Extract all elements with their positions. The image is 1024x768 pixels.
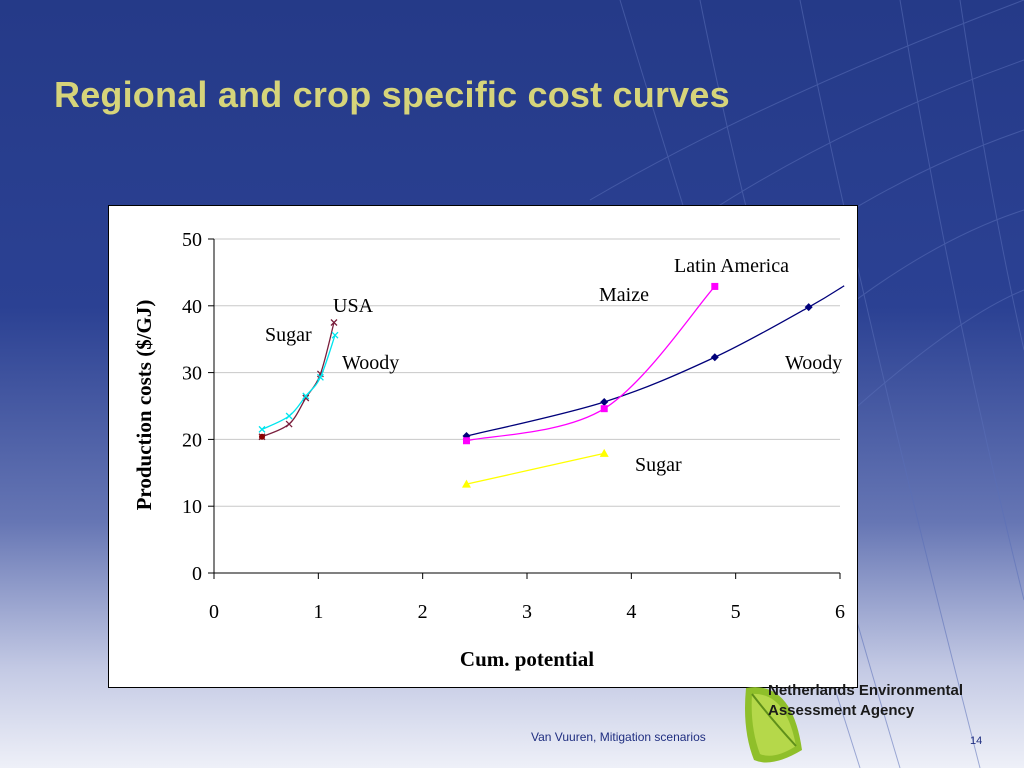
data-point-latin-america-maize xyxy=(711,282,719,290)
data-point-usa-sugar xyxy=(285,412,293,420)
series-line-latin-america-sugar xyxy=(466,452,605,485)
annotation-usa: USA xyxy=(333,295,374,317)
footer-text: Van Vuuren, Mitigation scenarios xyxy=(531,730,706,744)
y-tick-label: 0 xyxy=(192,563,202,585)
annotations: USA Sugar Woody Latin America Maize Woody Suga… xyxy=(265,255,842,476)
annotation-woody: Woody xyxy=(342,352,399,374)
data-point-latin-america-maize xyxy=(600,405,608,413)
axes xyxy=(208,238,841,579)
series-group xyxy=(258,282,845,488)
data-point-usa-origin xyxy=(258,433,265,440)
tick-labels: 0 10 20 30 40 50 0 1 2 3 4 5 6 xyxy=(182,229,845,623)
x-tick-label: 0 xyxy=(209,601,219,623)
annotation-woody: Woody xyxy=(785,352,842,374)
x-tick-label: 6 xyxy=(835,601,845,623)
data-point-latin-america-woody xyxy=(804,303,813,312)
y-tick-label: 40 xyxy=(182,296,202,318)
slide-title: Regional and crop specific cost curves xyxy=(54,74,730,115)
data-point-usa-woody xyxy=(302,394,310,402)
annotation-latin-america: Latin America xyxy=(674,255,789,277)
data-point-latin-america-sugar xyxy=(461,479,471,488)
annotation-sugar: Sugar xyxy=(635,454,682,476)
data-point-usa-sugar xyxy=(302,392,310,400)
y-tick-label: 20 xyxy=(182,429,202,451)
data-point-usa-woody xyxy=(285,420,293,428)
y-tick-label: 50 xyxy=(182,229,202,251)
x-axis-title: Cum. potential xyxy=(460,647,594,671)
x-tick-label: 5 xyxy=(731,601,741,623)
x-tick-label: 4 xyxy=(626,601,636,623)
y-tick-label: 30 xyxy=(182,363,202,385)
annotation-sugar: Sugar xyxy=(265,324,312,346)
data-point-latin-america-sugar xyxy=(599,448,609,457)
gridlines xyxy=(214,238,840,507)
agency-name-line1: Netherlands Environmental xyxy=(768,682,964,699)
series-line-usa-sugar xyxy=(261,334,336,430)
data-point-latin-america-maize xyxy=(462,437,470,445)
cost-curve-chart: 0 10 20 30 40 50 0 1 2 3 4 5 6 USA Sugar Woody Latin Am… xyxy=(132,229,845,671)
series-line-latin-america-maize xyxy=(466,285,716,442)
data-point-usa-sugar xyxy=(331,331,339,339)
data-point-latin-america-woody xyxy=(710,353,719,362)
agency-leaf-logo xyxy=(745,687,802,763)
page-number: 14 xyxy=(970,735,983,747)
series-line-latin-america-woody xyxy=(466,285,845,437)
y-axis-title: Production costs ($/GJ) xyxy=(132,300,156,511)
data-point-usa-sugar xyxy=(258,425,266,433)
data-point-latin-america-woody xyxy=(600,397,609,406)
x-tick-label: 1 xyxy=(313,601,323,623)
x-tick-label: 3 xyxy=(522,601,532,623)
agency-name-line2: Assessment Agency xyxy=(768,702,915,719)
data-point-usa-sugar xyxy=(316,373,324,381)
y-tick-label: 10 xyxy=(182,496,202,518)
chart-container: 0 10 20 30 40 50 0 1 2 3 4 5 6 USA Sugar Woody Latin Am… xyxy=(108,205,858,688)
annotation-maize: Maize xyxy=(599,284,649,306)
x-tick-label: 2 xyxy=(418,601,428,623)
data-point-usa-woody xyxy=(330,319,338,326)
agency-name: Netherlands Environmental Assessment Age… xyxy=(768,681,963,721)
